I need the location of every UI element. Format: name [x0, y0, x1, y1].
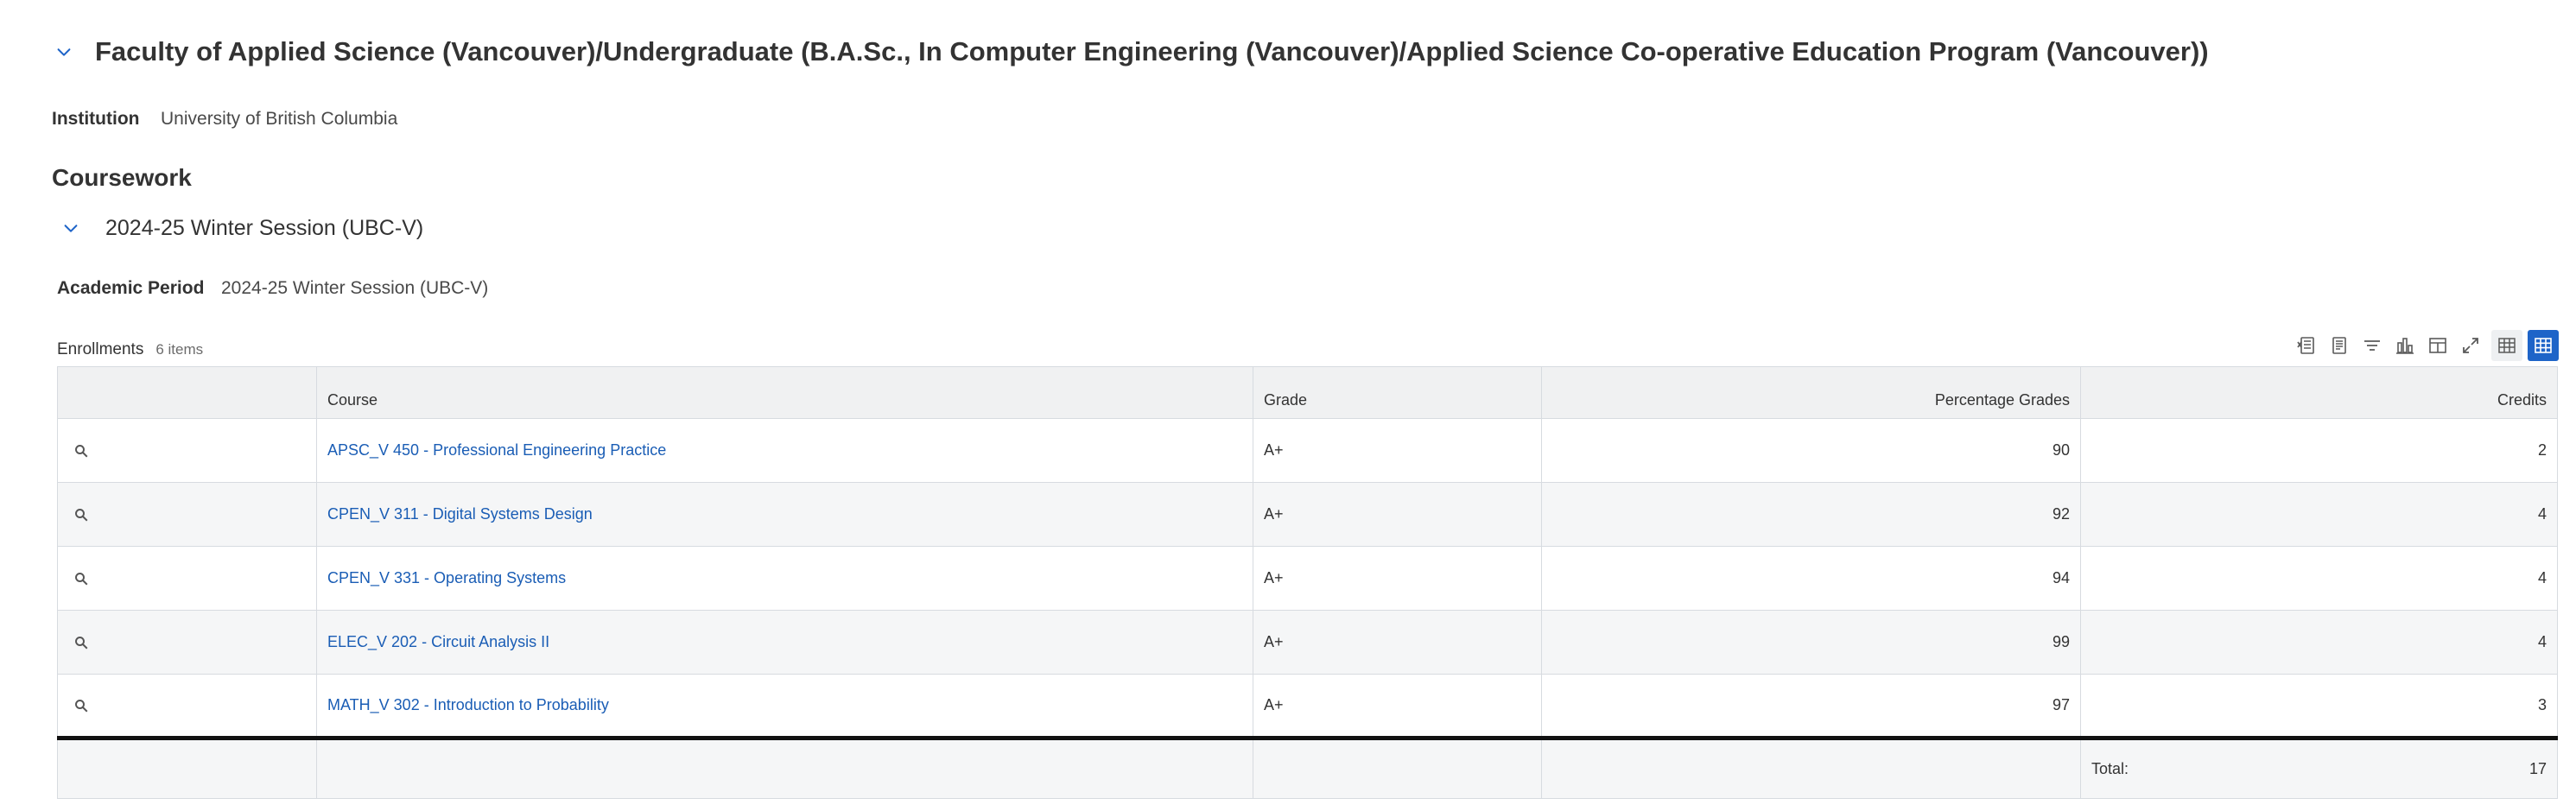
course-cell: ELEC_V 202 - Circuit Analysis II	[316, 610, 1253, 675]
footer-cell	[57, 736, 317, 799]
academic-period-field: Academic Period 2024-25 Winter Session (…	[57, 278, 488, 299]
institution-field: Institution University of British Columb…	[52, 109, 397, 130]
chevron-down-icon[interactable]	[59, 216, 83, 240]
magnifier-icon[interactable]	[68, 571, 306, 586]
chart-icon[interactable]	[2389, 330, 2421, 361]
enrollments-count: 6 items	[155, 341, 204, 358]
grid-toolbar	[2289, 328, 2559, 363]
program-title: Faculty of Applied Science (Vancouver)/U…	[95, 36, 2209, 67]
credits-cell: 4	[2080, 610, 2558, 675]
course-cell: APSC_V 450 - Professional Engineering Pr…	[316, 418, 1253, 483]
enrollments-title: Enrollments	[57, 340, 144, 358]
credits-cell: 4	[2080, 482, 2558, 547]
course-cell: CPEN_V 331 - Operating Systems	[316, 546, 1253, 611]
grade-cell: A+	[1253, 482, 1542, 547]
session-header: 2024-25 Winter Session (UBC-V)	[59, 211, 423, 245]
magnifier-icon[interactable]	[68, 443, 306, 459]
enrollments-table: Course Grade Percentage Grades Credits A…	[57, 366, 2558, 799]
table-header-row: Course Grade Percentage Grades Credits	[57, 366, 2558, 419]
total-cell: Total: 17	[2080, 736, 2558, 799]
percentage-cell: 99	[1541, 610, 2081, 675]
chevron-down-icon[interactable]	[52, 40, 76, 64]
grade-cell: A+	[1253, 610, 1542, 675]
credits-cell: 4	[2080, 546, 2558, 611]
row-action-cell	[57, 546, 317, 611]
percentage-cell: 90	[1541, 418, 2081, 483]
table-footer-row: Total: 17	[57, 736, 2558, 799]
session-title: 2024-25 Winter Session (UBC-V)	[105, 215, 424, 240]
magnifier-icon[interactable]	[68, 507, 306, 523]
column-header-actions	[57, 366, 317, 419]
course-link[interactable]: MATH_V 302 - Introduction to Probability	[327, 696, 609, 713]
course-link[interactable]: APSC_V 450 - Professional Engineering Pr…	[327, 441, 667, 459]
column-header-percentage[interactable]: Percentage Grades	[1541, 366, 2081, 419]
columns-icon[interactable]	[2422, 330, 2453, 361]
export-pdf-icon[interactable]	[2324, 330, 2355, 361]
column-header-grade[interactable]: Grade	[1253, 366, 1542, 419]
course-cell: CPEN_V 311 - Digital Systems Design	[316, 482, 1253, 547]
coursework-title: Coursework	[52, 164, 192, 191]
academic-period-value: 2024-25 Winter Session (UBC-V)	[221, 278, 489, 298]
total-label: Total:	[2091, 760, 2129, 777]
percentage-cell: 92	[1541, 482, 2081, 547]
percentage-cell: 94	[1541, 546, 2081, 611]
footer-cell	[1253, 736, 1542, 799]
column-header-credits[interactable]: Credits	[2080, 366, 2558, 419]
course-link[interactable]: CPEN_V 311 - Digital Systems Design	[327, 505, 593, 523]
table-row: CPEN_V 331 - Operating Systems A+ 94 4	[57, 546, 2558, 611]
institution-value: University of British Columbia	[161, 109, 398, 129]
total-value: 17	[2528, 760, 2547, 777]
row-action-cell	[57, 610, 317, 675]
filter-icon[interactable]	[2357, 330, 2388, 361]
course-link[interactable]: CPEN_V 331 - Operating Systems	[327, 569, 567, 586]
table-view-icon[interactable]	[2491, 330, 2522, 361]
course-link[interactable]: ELEC_V 202 - Circuit Analysis II	[327, 633, 550, 650]
magnifier-icon[interactable]	[68, 635, 306, 650]
institution-label: Institution	[52, 109, 140, 129]
grade-cell: A+	[1253, 418, 1542, 483]
row-action-cell	[57, 482, 317, 547]
footer-cell	[316, 736, 1253, 799]
enrollments-header: Enrollments 6 items	[57, 340, 203, 359]
row-action-cell	[57, 418, 317, 483]
magnifier-icon[interactable]	[68, 698, 306, 713]
table-row: MATH_V 302 - Introduction to Probability…	[57, 674, 2558, 738]
footer-cell	[1541, 736, 2081, 799]
credits-cell: 3	[2080, 674, 2558, 738]
credits-cell: 2	[2080, 418, 2558, 483]
fullscreen-icon[interactable]	[2455, 330, 2486, 361]
table-row: CPEN_V 311 - Digital Systems Design A+ 9…	[57, 482, 2558, 547]
export-excel-icon[interactable]	[2291, 330, 2322, 361]
table-row: ELEC_V 202 - Circuit Analysis II A+ 99 4	[57, 610, 2558, 675]
grade-cell: A+	[1253, 674, 1542, 738]
academic-period-label: Academic Period	[57, 278, 205, 298]
program-header: Faculty of Applied Science (Vancouver)/U…	[52, 31, 2209, 73]
row-action-cell	[57, 674, 317, 738]
column-header-course[interactable]: Course	[316, 366, 1253, 419]
course-cell: MATH_V 302 - Introduction to Probability	[316, 674, 1253, 738]
grid-view-icon[interactable]	[2528, 330, 2559, 361]
grade-cell: A+	[1253, 546, 1542, 611]
percentage-cell: 97	[1541, 674, 2081, 738]
table-row: APSC_V 450 - Professional Engineering Pr…	[57, 418, 2558, 483]
